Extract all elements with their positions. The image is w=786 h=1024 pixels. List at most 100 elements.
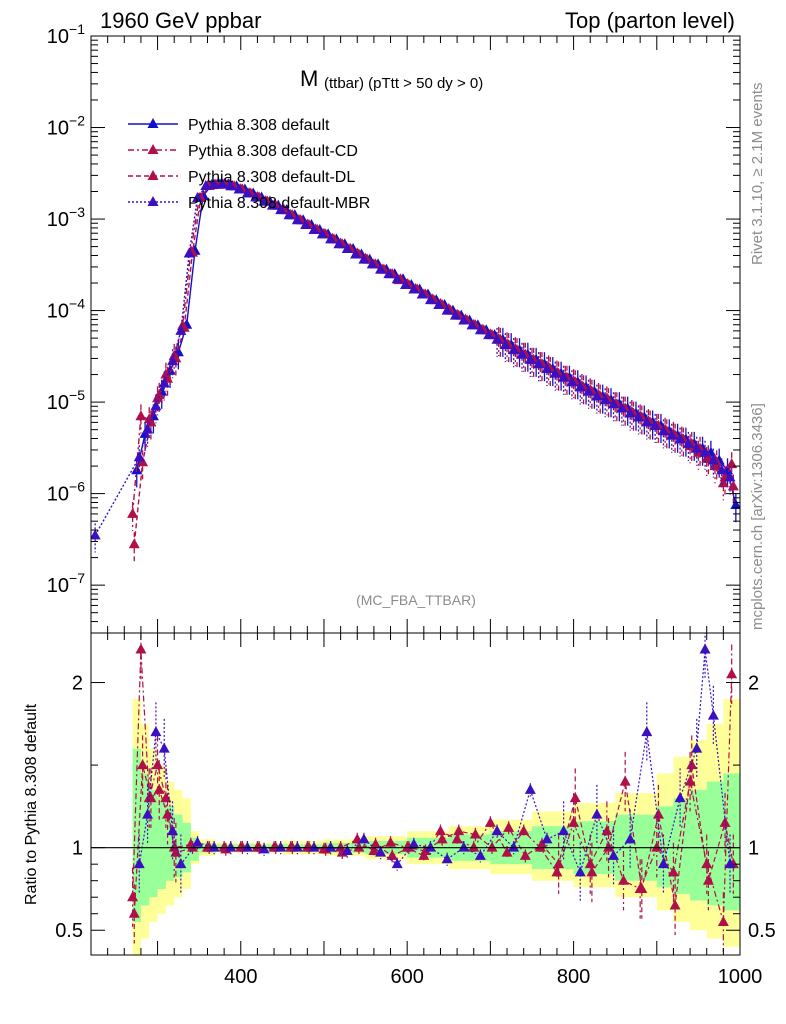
ratio-point: [641, 726, 653, 737]
ratio-y-tick-label-right: 0.5: [748, 920, 776, 942]
series-line: [133, 183, 734, 545]
y-tick-label: 10−1: [47, 21, 85, 48]
ratio-point: [503, 821, 515, 832]
ratio-point: [624, 833, 636, 844]
legend-label: Pythia 8.308 default-CD: [188, 143, 358, 160]
x-tick-label: 600: [390, 966, 423, 988]
ratio-point: [691, 742, 703, 753]
ratio-point: [484, 816, 496, 827]
ratio-point: [441, 853, 453, 864]
data-point: [541, 362, 553, 373]
ratio-point: [436, 833, 448, 844]
ratio-point: [553, 858, 565, 869]
data-point: [707, 454, 719, 465]
series-line: [136, 183, 737, 506]
legend-marker: [147, 170, 159, 180]
data-point: [128, 538, 140, 549]
legend: Pythia 8.308 default Pythia 8.308 default…: [128, 117, 370, 212]
data-point: [674, 433, 686, 444]
ratio-point: [719, 816, 731, 827]
data-point: [441, 304, 453, 315]
data-point: [433, 299, 445, 310]
data-point: [730, 499, 740, 510]
data-point: [558, 371, 570, 382]
data-point: [499, 339, 511, 350]
data-point: [716, 464, 728, 475]
data-point: [200, 179, 212, 190]
data-point: [699, 446, 711, 457]
data-point: [383, 268, 395, 279]
ratio-point: [541, 833, 553, 844]
data-point: [142, 423, 154, 434]
ratio-point: [241, 841, 253, 852]
ratio-point: [551, 866, 563, 877]
rivet-label: Rivet 3.1.10, ≥ 2.1M events: [749, 83, 766, 266]
ratio-series-1: [127, 633, 738, 952]
x-tick-label: 400: [224, 966, 257, 988]
ratio-line: [133, 764, 734, 914]
data-point: [608, 398, 620, 409]
ratio-point: [424, 841, 436, 852]
data-point: [258, 195, 270, 206]
legend-marker: [147, 196, 159, 206]
data-point: [275, 204, 287, 215]
ratio-y-tick-label: 2: [72, 673, 83, 695]
data-point: [225, 180, 237, 191]
y-tick-label: 10−6: [47, 479, 85, 506]
ratio-point: [636, 882, 648, 893]
ratio-point: [325, 841, 337, 852]
ratio-point: [702, 874, 714, 885]
data-point: [424, 294, 436, 305]
data-point: [366, 258, 378, 269]
data-point: [375, 263, 387, 274]
data-point: [325, 233, 337, 244]
data-point: [466, 319, 478, 330]
data-point: [641, 416, 653, 427]
ratio-y-tick-label-right: 2: [748, 673, 759, 695]
legend-label: Pythia 8.308 default-DL: [188, 169, 355, 186]
ratio-point: [474, 849, 486, 860]
ratio-point: [153, 783, 165, 794]
series-line: [94, 183, 731, 536]
ratio-point: [408, 838, 420, 849]
ratio-point: [192, 836, 204, 847]
ratio-point: [491, 825, 503, 836]
data-point: [150, 400, 162, 411]
series-4: [91, 178, 736, 553]
ratio-point: [451, 833, 463, 844]
ratio-line: [138, 649, 731, 875]
data-point: [632, 411, 644, 422]
data-point: [250, 191, 262, 202]
data-point: [391, 273, 403, 284]
data-point: [616, 402, 628, 413]
ratio-point: [458, 841, 470, 852]
legend-label: Pythia 8.308 default: [188, 117, 330, 134]
legend-marker: [147, 118, 159, 128]
data-point: [183, 247, 195, 258]
ratio-point: [160, 792, 172, 803]
ratio-point: [651, 841, 663, 852]
data-point: [727, 480, 739, 491]
ratio-point: [370, 838, 382, 849]
data-point: [308, 223, 320, 234]
plot-title: M: [300, 66, 318, 91]
ratio-point: [724, 858, 736, 869]
data-point: [192, 191, 204, 202]
ratio-point: [717, 915, 729, 926]
ratio-point: [657, 858, 669, 869]
ratio-point: [386, 849, 398, 860]
watermark: (MC_FBA_TTBAR): [356, 592, 476, 608]
ratio-point: [391, 858, 403, 869]
data-point: [137, 456, 149, 467]
ratio-point: [701, 858, 713, 869]
ratio-point: [574, 866, 586, 877]
data-point: [724, 471, 736, 482]
ratio-point: [601, 825, 613, 836]
ratio-point: [368, 844, 380, 855]
ratio-point: [128, 907, 140, 918]
series-2: [127, 178, 738, 532]
data-point: [400, 279, 412, 290]
ratio-point: [674, 792, 686, 803]
ratio-point: [707, 709, 719, 720]
data-point: [682, 437, 694, 448]
